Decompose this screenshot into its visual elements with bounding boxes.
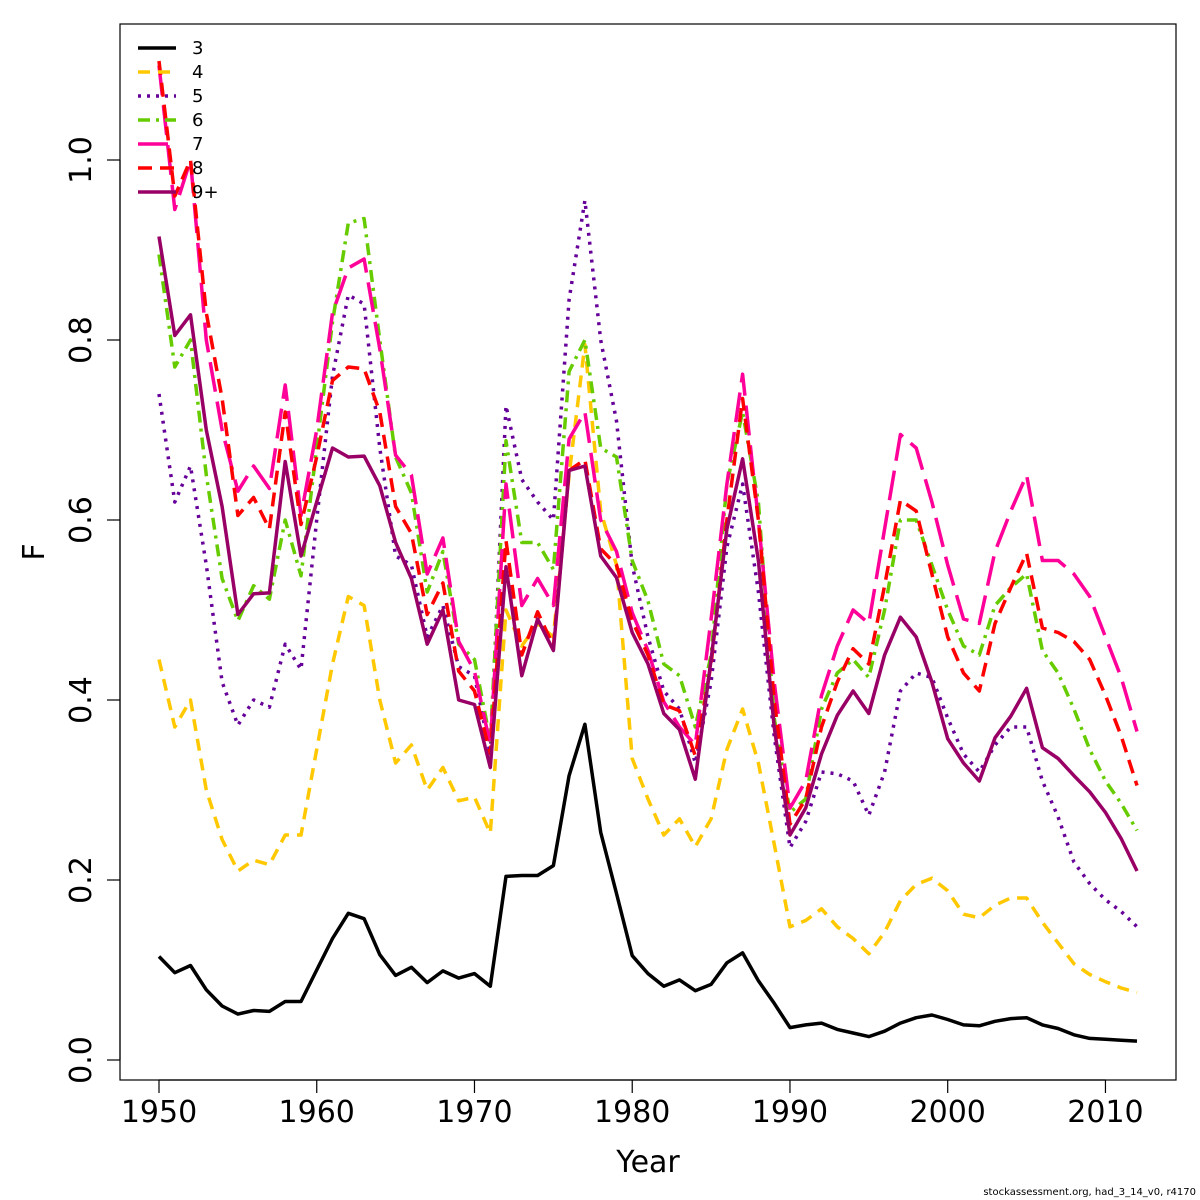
series-line-9plus xyxy=(157,236,1139,872)
series-line-7 xyxy=(157,65,1139,810)
y-tick-label-5: 1.0 xyxy=(64,136,99,184)
y-tick-label-4: 0.8 xyxy=(64,316,99,364)
x-tick-label-1960: 1960 xyxy=(279,1095,355,1130)
series-line-4 xyxy=(157,342,1138,995)
legend-label-6: 6 xyxy=(192,110,203,131)
y-tick-label-2: 0.4 xyxy=(64,676,99,724)
series-line-3 xyxy=(157,722,1138,1043)
y-tick-label-0: 0.0 xyxy=(64,1036,99,1084)
legend: 3 4 5 6 7 8 9+ xyxy=(138,38,219,203)
x-tick-label-1970: 1970 xyxy=(436,1095,512,1130)
x-tick-label-1980: 1980 xyxy=(594,1095,670,1130)
x-tick-label-1990: 1990 xyxy=(752,1095,828,1130)
legend-label-7: 7 xyxy=(192,134,203,155)
x-axis-title: Year xyxy=(615,1145,680,1180)
x-tick-label-1950: 1950 xyxy=(121,1095,197,1130)
legend-label-5: 5 xyxy=(192,86,203,107)
legend-label-9plus: 9+ xyxy=(192,182,219,203)
x-tick-label-2010: 2010 xyxy=(1067,1095,1143,1130)
series-line-8 xyxy=(157,60,1139,826)
y-tick-label-3: 0.6 xyxy=(64,496,99,544)
series-layer xyxy=(157,60,1139,1043)
footer-credit: stockassessment.org, had_3_14_v0, r4170 xyxy=(983,1187,1196,1198)
axis-layer: 1950 1960 1970 1980 1990 2000 2010 0.0 0.2 0.4 0.6… xyxy=(64,136,1144,1130)
y-tick-label-1: 0.2 xyxy=(64,856,99,904)
x-tick-label-2000: 2000 xyxy=(910,1095,986,1130)
legend-label-4: 4 xyxy=(192,62,203,83)
legend-label-8: 8 xyxy=(192,158,203,179)
y-axis-title: F xyxy=(17,543,52,560)
legend-label-3: 3 xyxy=(192,38,203,59)
